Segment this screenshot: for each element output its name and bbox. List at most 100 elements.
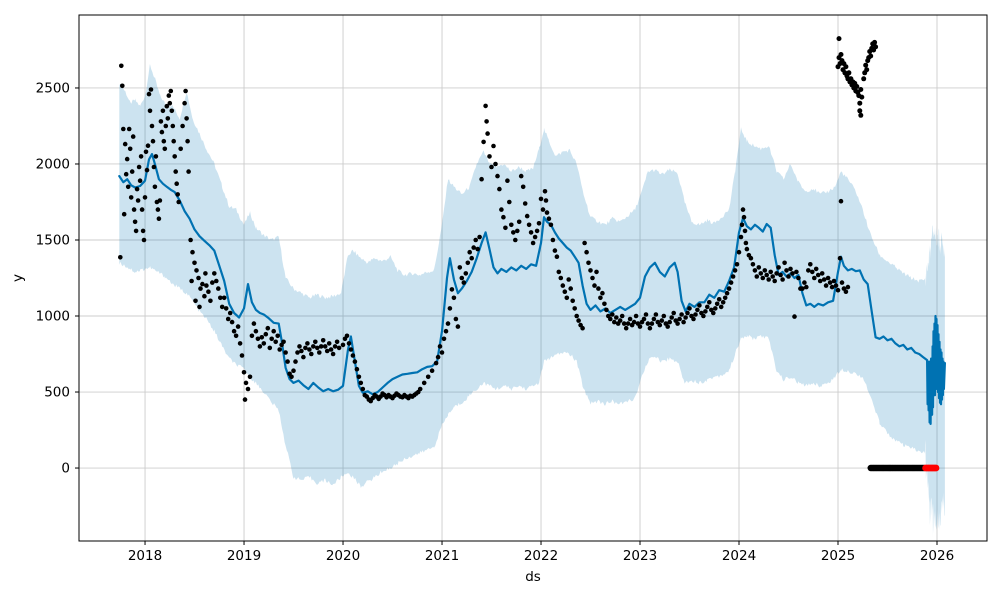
observed-point xyxy=(451,295,457,301)
observed-point xyxy=(146,91,152,97)
observed-point xyxy=(720,300,726,305)
observed-point xyxy=(738,234,744,240)
observed-point xyxy=(596,286,601,291)
observed-point xyxy=(443,328,449,334)
observed-point xyxy=(176,199,181,205)
x-tick-label: 2026 xyxy=(920,548,954,564)
outlier-point xyxy=(859,94,865,100)
observed-point xyxy=(263,331,269,337)
observed-point xyxy=(198,286,203,291)
observed-point xyxy=(216,286,221,291)
observed-point xyxy=(695,307,700,313)
observed-point xyxy=(653,312,659,317)
observed-point xyxy=(156,216,162,221)
observed-point xyxy=(229,319,235,325)
observed-point xyxy=(170,123,176,129)
outlier-point xyxy=(838,52,844,57)
observed-point xyxy=(845,284,851,290)
observed-point xyxy=(237,341,243,346)
observed-point xyxy=(483,103,488,109)
observed-point xyxy=(548,222,554,228)
y-tick-label: 1500 xyxy=(36,232,70,248)
y-axis-label: y xyxy=(10,274,26,282)
observed-point xyxy=(477,234,482,240)
observed-point xyxy=(461,280,467,285)
observed-point xyxy=(121,126,126,132)
outlier-point xyxy=(857,108,863,114)
y-tick-label: 1000 xyxy=(36,309,70,325)
observed-point xyxy=(126,126,132,132)
observed-point xyxy=(152,184,158,190)
observed-point xyxy=(627,316,633,322)
observed-point xyxy=(602,301,607,307)
observed-point xyxy=(560,283,566,288)
observed-point xyxy=(360,386,366,392)
observed-point xyxy=(485,131,490,136)
observed-point xyxy=(780,277,785,282)
x-tick-label: 2021 xyxy=(425,548,459,564)
observed-point xyxy=(515,228,520,234)
observed-point xyxy=(186,169,191,174)
observed-point xyxy=(471,245,477,250)
observed-point xyxy=(313,339,318,345)
observed-point xyxy=(149,123,155,129)
observed-point xyxy=(716,297,722,302)
observed-point xyxy=(235,324,241,329)
observed-point xyxy=(594,269,599,275)
observed-point xyxy=(623,325,629,331)
observed-point xyxy=(697,303,702,308)
observed-point xyxy=(123,171,129,177)
observed-point xyxy=(299,348,304,354)
observed-point xyxy=(160,108,166,114)
observed-point xyxy=(491,143,496,149)
observed-point xyxy=(265,325,271,331)
observed-point xyxy=(197,304,202,310)
observed-point xyxy=(155,207,161,212)
observed-point xyxy=(802,280,807,285)
observed-point xyxy=(600,290,605,296)
observed-point xyxy=(297,344,302,349)
observed-point xyxy=(162,146,168,152)
x-tick-label: 2024 xyxy=(722,548,756,564)
observed-point xyxy=(675,321,680,326)
observed-point xyxy=(281,339,286,345)
observed-point xyxy=(164,103,170,109)
observed-point xyxy=(332,344,338,349)
observed-point xyxy=(835,287,841,293)
observed-point xyxy=(190,249,195,255)
observed-point xyxy=(344,333,350,339)
observed-point xyxy=(204,283,209,288)
observed-point xyxy=(800,286,805,291)
observed-point xyxy=(499,207,504,212)
observed-point xyxy=(740,207,746,212)
observed-point xyxy=(586,260,591,266)
observed-point xyxy=(825,275,831,281)
observed-point xyxy=(637,324,643,329)
observed-point xyxy=(137,178,143,183)
observed-point xyxy=(309,351,314,357)
observed-point xyxy=(804,284,809,290)
observed-point xyxy=(718,304,724,310)
observed-point xyxy=(550,237,556,243)
observed-point xyxy=(667,319,672,325)
observed-point xyxy=(130,134,136,139)
observed-point xyxy=(752,268,758,273)
observed-point xyxy=(829,284,835,290)
observed-point xyxy=(203,271,208,276)
observed-point xyxy=(259,335,265,340)
observed-point xyxy=(608,316,613,322)
observed-point xyxy=(261,341,267,346)
observed-point xyxy=(138,154,144,159)
observed-point xyxy=(649,321,655,326)
outlier-point xyxy=(836,36,842,42)
observed-point xyxy=(592,283,597,288)
observed-point xyxy=(159,129,165,135)
outlier-point xyxy=(846,70,852,76)
observed-point xyxy=(839,280,845,285)
observed-point xyxy=(315,345,320,351)
observed-point xyxy=(768,269,773,275)
observed-point xyxy=(175,192,180,197)
observed-point xyxy=(507,199,512,205)
observed-point xyxy=(554,254,560,259)
observed-point xyxy=(158,119,164,124)
